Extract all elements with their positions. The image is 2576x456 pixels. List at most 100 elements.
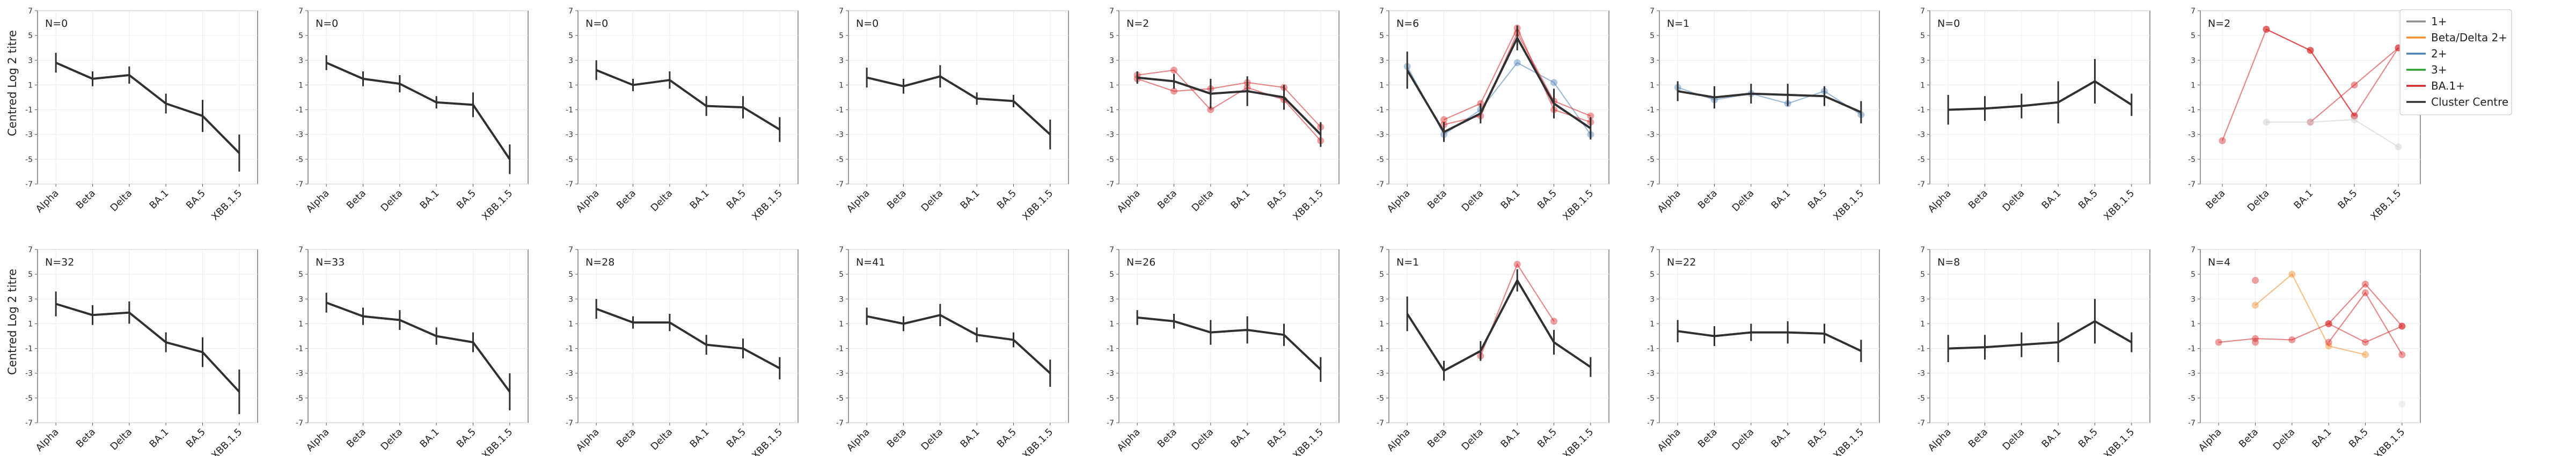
x-tick-label: Beta [345, 188, 368, 211]
x-tick-label: Delta [1460, 426, 1486, 453]
panel-n-label: N=32 [45, 256, 74, 268]
panel-12: -7 -5 -3 -1 1 3 5 7 Alpha Beta Delta BA.1 BA.5 XBB.1.… [836, 246, 1069, 456]
y-tick-label: -1 [2188, 345, 2196, 354]
y-tick-label: -1 [1647, 345, 1655, 354]
y-tick-label: -3 [296, 370, 303, 378]
x-tick-label: XBB.1.5 [2368, 188, 2403, 223]
legend-label: Cluster Centre [2431, 95, 2508, 108]
y-tick-label: -5 [1918, 156, 1925, 164]
x-tick-label: BA.5 [2336, 188, 2359, 211]
sample-point [2362, 281, 2369, 288]
sample-point [2362, 289, 2369, 297]
y-tick-label: -3 [836, 370, 844, 378]
y-tick-label: -7 [2188, 419, 2196, 428]
y-tick-label: -5 [836, 394, 844, 403]
legend-label: 3+ [2431, 63, 2447, 76]
x-tick-label: BA.5 [995, 426, 1019, 450]
sample-line [1137, 69, 1321, 141]
x-tick-label: BA.1 [687, 188, 711, 211]
sample-line [2255, 273, 2366, 356]
y-tick-label: 3 [28, 56, 33, 65]
x-tick-label: Delta [2001, 188, 2027, 214]
panel-n-label: N=8 [1937, 256, 1960, 268]
legend[interactable]: 1+ Beta/Delta 2+ 2+ 3+ BA.1+ Cluster Centre [2399, 9, 2512, 115]
x-tick-label: Alpha [1656, 188, 1683, 215]
x-tick-label: BA.1 [1769, 426, 1792, 450]
x-tick-label: Beta [1155, 188, 1179, 211]
y-tick-label: 1 [1920, 320, 1925, 328]
y-tick-label: 7 [298, 7, 303, 16]
y-tick-label: -3 [566, 131, 573, 139]
x-tick-label: Alpha [304, 188, 332, 215]
x-tick-label: Beta [74, 188, 98, 211]
x-tick-label: XBB.1.5 [750, 426, 785, 456]
y-tick-label: 3 [568, 295, 573, 304]
y-tick-label: -7 [25, 180, 33, 189]
y-tick-label: 1 [568, 81, 573, 90]
sample-point [2288, 270, 2296, 278]
y-tick-label: -5 [296, 156, 303, 164]
x-tick-label: XBB.1.5 [750, 188, 785, 223]
panel-n-label: N=33 [316, 256, 345, 268]
y-tick-label: 3 [1109, 56, 1114, 65]
y-tick-label: 5 [1650, 270, 1655, 279]
panel-n-label: N=26 [1126, 256, 1155, 268]
x-tick-label: Beta [345, 426, 368, 450]
y-tick-label: 7 [2191, 7, 2196, 16]
panel-14: -7 -5 -3 -1 1 3 5 7 Alpha Beta Delta BA.1 BA.5 XBB.1.… [1377, 246, 1609, 456]
sample-point [2351, 81, 2358, 89]
x-tick-label: BA.5 [1535, 426, 1559, 450]
y-tick-label: -3 [1107, 370, 1114, 378]
cluster-centre-line [1948, 80, 2132, 111]
x-tick-label: XBB.1.5 [209, 188, 244, 223]
y-tick-label: -7 [1107, 180, 1114, 189]
panel-n-label: N=4 [2208, 256, 2230, 268]
y-tick-label: 5 [1379, 32, 1384, 40]
y-tick-label: 3 [298, 56, 303, 65]
panel-n-label: N=0 [1937, 18, 1960, 30]
x-tick-label: BA.5 [2076, 426, 2100, 450]
y-tick-label: -3 [1377, 370, 1384, 378]
sample-point [1550, 79, 1557, 86]
x-tick-label: Alpha [574, 426, 602, 454]
y-tick-label: 5 [1379, 270, 1384, 279]
x-tick-label: Delta [919, 426, 946, 453]
panel-n-label: N=0 [45, 18, 68, 30]
ylabel-top: Centred Log 2 titre [6, 30, 19, 136]
sample-point [2362, 351, 2369, 358]
x-tick-label: Delta [1190, 188, 1216, 214]
y-tick-label: 5 [1109, 32, 1114, 40]
legend-box [2399, 9, 2512, 115]
x-tick-label: Alpha [304, 426, 332, 454]
panel-8: -7 -5 -3 -1 1 3 5 7 Beta Delta BA.1 BA.5 XBB.1.5 N=2 [2188, 7, 2421, 223]
x-tick-label: Beta [885, 426, 909, 450]
x-tick-label: XBB.1.5 [1831, 426, 1866, 456]
y-tick-label: 1 [28, 320, 33, 328]
x-tick-label: Delta [1190, 426, 1216, 453]
x-tick-label: Alpha [1656, 426, 1683, 454]
x-tick-label: XBB.1.5 [1291, 426, 1326, 456]
y-tick-label: -7 [1107, 419, 1114, 428]
sample-line [2328, 283, 2403, 327]
sample-point [2288, 336, 2296, 343]
panel-n-label: N=1 [1667, 18, 1689, 30]
x-tick-label: Alpha [845, 426, 872, 454]
y-tick-label: -3 [1377, 131, 1384, 139]
panel-n-label: N=0 [586, 18, 608, 30]
x-tick-label: Delta [1730, 188, 1757, 214]
sample-point [2263, 26, 2270, 33]
y-tick-label: -5 [836, 156, 844, 164]
x-tick-label: Beta [1425, 426, 1449, 450]
y-tick-label: -7 [1377, 419, 1384, 428]
panel-frame [577, 249, 799, 423]
panel-frame [848, 10, 1069, 185]
cluster-centre-line [866, 314, 1051, 374]
panel-5: -7 -5 -3 -1 1 3 5 7 Alpha Beta Delta BA.1 BA.5 XBB.1.… [1377, 7, 1609, 223]
y-tick-label: 5 [1920, 32, 1925, 40]
y-tick-label: 3 [1650, 56, 1655, 65]
x-tick-label: XBB.1.5 [2372, 426, 2407, 456]
panel-17: -7 -5 -3 -1 1 3 5 7 Alpha Beta Delta BA.1 BA.5 XBB.1.… [2188, 246, 2421, 456]
panel-10: -7 -5 -3 -1 1 3 5 7 Alpha Beta Delta BA.1 BA.5 XBB.1.… [296, 246, 529, 456]
y-tick-label: -5 [25, 394, 33, 403]
